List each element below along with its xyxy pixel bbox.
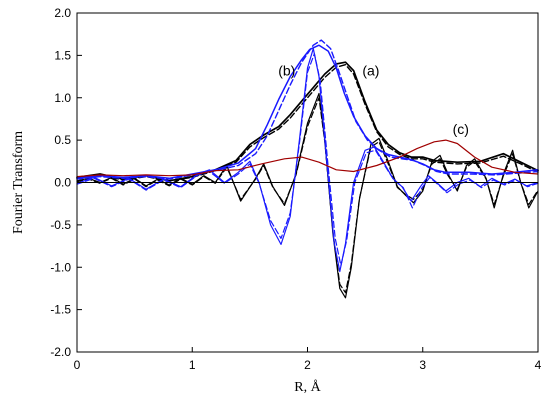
annotation-layer: (a) (b) (c) <box>278 63 469 137</box>
series-line-5 <box>76 44 539 180</box>
y-tick-label: -1.0 <box>50 260 71 274</box>
x-tick-label: 0 <box>74 358 81 372</box>
y-tick-label: -1.5 <box>50 303 71 317</box>
series-line-4 <box>76 97 539 294</box>
x-tick-label: 2 <box>304 358 311 372</box>
series-layer <box>76 39 539 299</box>
x-axis-label: R, Å <box>294 379 321 395</box>
series-line-9 <box>76 139 539 178</box>
y-tick-label: 0.5 <box>54 133 71 147</box>
y-tick-label: -2.0 <box>50 345 71 359</box>
series-annotation-1: (a) <box>362 63 379 79</box>
series-line-6 <box>76 39 539 180</box>
tick-layer: 0 1 2 3 4 -2.0 -1.5 -1.0 -0.5 0.0 0.5 1.0 1.5 2.0 <box>50 6 541 372</box>
series-annotation-3: (c) <box>453 121 469 137</box>
series-line-2 <box>76 64 539 182</box>
series-line-8 <box>76 53 539 267</box>
series-line-7 <box>76 48 539 273</box>
y-tick-label: 0.0 <box>54 176 71 190</box>
y-tick-label: 1.5 <box>54 48 71 62</box>
x-tick-label: 1 <box>189 358 196 372</box>
y-axis-label: Fourier Transform <box>11 131 26 234</box>
x-tick-label: 4 <box>535 358 542 372</box>
x-tick-label: 3 <box>419 358 426 372</box>
series-annotation-2: (b) <box>278 63 295 79</box>
y-tick-label: 2.0 <box>54 6 71 20</box>
y-tick-label: 1.0 <box>54 91 71 105</box>
y-tick-label: -0.5 <box>50 218 71 232</box>
